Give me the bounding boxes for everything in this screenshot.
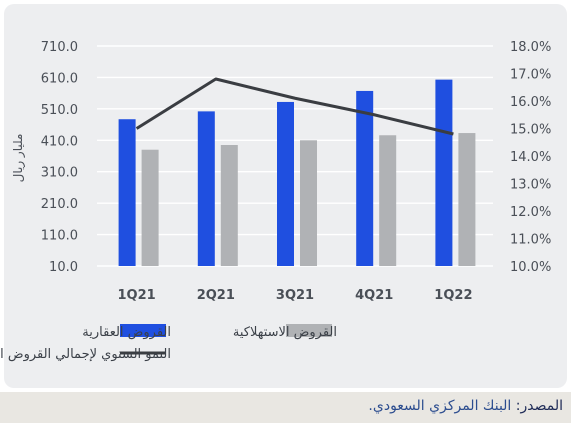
chart-area: 710.0 610.0 510.0 410.0 310.0 210.0 110.0 10.0 1… bbox=[0, 40, 551, 362]
y-right-tick-label: 18.0% bbox=[510, 40, 551, 55]
bar-real-estate bbox=[118, 119, 136, 266]
bar-consumer bbox=[458, 133, 476, 266]
y-right-tick-label: 14.0% bbox=[510, 150, 551, 165]
x-category-label: 1Q21 bbox=[118, 288, 156, 303]
x-category-label: 4Q21 bbox=[355, 288, 393, 303]
bar-real-estate bbox=[197, 111, 215, 266]
bar-consumer bbox=[141, 149, 159, 266]
source-note: المصدر: البنك المركزي السعودي. bbox=[368, 398, 563, 414]
y-right-tick-label: 13.0% bbox=[510, 178, 551, 193]
y-right-tick-label: 17.0% bbox=[510, 68, 551, 83]
growth-line bbox=[135, 77, 454, 136]
y-right-tick-label: 10.0% bbox=[510, 260, 551, 275]
y-left-tick-label: 310.0 bbox=[41, 166, 78, 181]
bar-real-estate bbox=[356, 90, 374, 266]
legend-label-consumer: القروض الاستهلاكية bbox=[233, 325, 337, 340]
y-right-tick-label: 15.0% bbox=[510, 123, 551, 138]
y-right-tick-label: 12.0% bbox=[510, 205, 551, 220]
legend-label-real-estate: القروض العقارية bbox=[82, 325, 171, 340]
source-strip bbox=[0, 392, 571, 423]
source-value: البنك المركزي السعودي. bbox=[368, 398, 512, 414]
source-label: المصدر: bbox=[515, 398, 563, 414]
y-right-tick-label: 11.0% bbox=[510, 233, 551, 248]
y-left-tick-label: 110.0 bbox=[41, 229, 78, 244]
x-category-label: 1Q22 bbox=[434, 288, 472, 303]
y-left-tick-label: 410.0 bbox=[41, 134, 78, 149]
y-left-tick-label: 610.0 bbox=[41, 71, 78, 86]
y-left-tick-label: 710.0 bbox=[41, 40, 78, 55]
legend-swatch-consumer bbox=[286, 324, 332, 337]
x-category-label: 3Q21 bbox=[276, 288, 314, 303]
bar-consumer bbox=[220, 145, 238, 266]
bar-consumer bbox=[300, 140, 317, 266]
bar-real-estate bbox=[277, 101, 294, 266]
x-category-label: 2Q21 bbox=[197, 288, 235, 303]
y-right-tick-label: 16.0% bbox=[510, 95, 551, 110]
y-left-tick-label: 10.0 bbox=[49, 260, 78, 275]
legend-swatch-real-estate bbox=[120, 324, 166, 337]
y-left-tick-label: 210.0 bbox=[41, 197, 78, 212]
bar-consumer bbox=[379, 135, 397, 266]
y-left-axis-title: مليار ريال bbox=[11, 134, 26, 183]
legend-label-growth: النمو السنوي لإجمالي القروض المصرفية (ال… bbox=[0, 345, 171, 362]
bar-real-estate bbox=[435, 79, 453, 266]
y-left-tick-label: 510.0 bbox=[41, 103, 78, 118]
